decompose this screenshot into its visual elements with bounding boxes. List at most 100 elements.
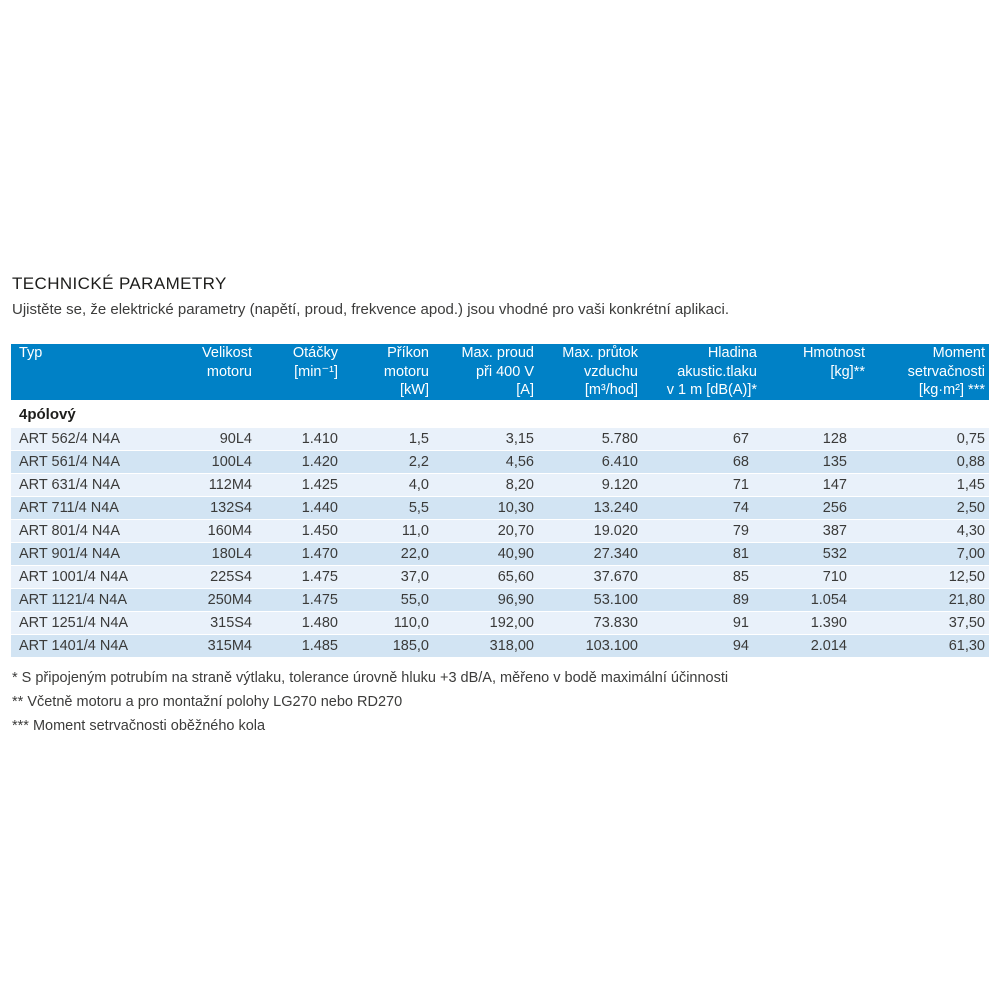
content-area: TECHNICKÉ PARAMETRY Ujistěte se, že elek… (11, 274, 989, 738)
table-cell: 27.340 (538, 541, 642, 565)
column-header-hmotnost: Hmotnost [kg]** (761, 344, 869, 401)
table-cell: 1.475 (256, 564, 342, 588)
table-cell: 10,30 (433, 495, 538, 519)
table-row: ART 1251/4 N4A 315S4 1.480 110,0 192,00 73.83… (11, 610, 989, 634)
table-cell: 2.014 (761, 633, 869, 657)
table-cell: 5,5 (342, 495, 433, 519)
column-header-prikon-motoru: Příkon motoru [kW] (342, 344, 433, 401)
table-cell: 315M4 (171, 633, 256, 657)
table-cell: 19.020 (538, 518, 642, 542)
table-row: ART 1401/4 N4A 315M4 1.485 185,0 318,00 103.1… (11, 633, 989, 657)
table-cell: 2,50 (869, 495, 989, 519)
table-cell: 37,0 (342, 564, 433, 588)
table-cell: 65,60 (433, 564, 538, 588)
column-header-hladina-tlaku: Hladina akustic.tlaku v 1 m [dB(A)]* (642, 344, 761, 401)
table-cell: 37.670 (538, 564, 642, 588)
footnote-3: *** Moment setrvačnosti oběžného kola (12, 717, 266, 734)
column-header-typ: Typ (11, 344, 171, 401)
table-row: ART 631/4 N4A 112M4 1.425 4,0 8,20 9.120 71 147… (11, 472, 989, 496)
table-cell: 85 (642, 564, 761, 588)
column-header-moment-setrvacnosti: Moment setrvačnosti [kg·m²] *** (869, 344, 989, 401)
table-body: ART 562/4 N4A 90L4 1.410 1,5 3,15 5.780 67 128 0… (11, 426, 989, 657)
technical-parameters-table: Typ Velikost motoru Otáčky [min⁻¹] Příko… (11, 344, 989, 657)
table-section: 4pólový (11, 399, 989, 427)
footnote-1: * S připojeným potrubím na straně výtlak… (12, 669, 729, 686)
table-cell: 1.390 (761, 610, 869, 634)
table-cell: 100L4 (171, 449, 256, 473)
table-cell: 250M4 (171, 587, 256, 611)
table-cell: 40,90 (433, 541, 538, 565)
table-header-row: Typ Velikost motoru Otáčky [min⁻¹] Příko… (11, 344, 989, 401)
table-cell: 71 (642, 472, 761, 496)
table-cell: ART 901/4 N4A (11, 541, 171, 565)
table-cell: 1.475 (256, 587, 342, 611)
table-cell: 135 (761, 449, 869, 473)
table-cell: ART 1001/4 N4A (11, 564, 171, 588)
table-cell: 147 (761, 472, 869, 496)
table-cell: 4,56 (433, 449, 538, 473)
table-cell: 3,15 (433, 426, 538, 450)
table-cell: 94 (642, 633, 761, 657)
table-cell: 4,30 (869, 518, 989, 542)
table-cell: 1.054 (761, 587, 869, 611)
table-cell: 74 (642, 495, 761, 519)
table-cell: 9.120 (538, 472, 642, 496)
column-header-otacky: Otáčky [min⁻¹] (256, 344, 342, 401)
table-cell: 132S4 (171, 495, 256, 519)
table-header: Typ Velikost motoru Otáčky [min⁻¹] Příko… (11, 344, 989, 401)
footnote-2: ** Včetně motoru a pro montažní polohy L… (12, 693, 403, 710)
table-cell: ART 561/4 N4A (11, 449, 171, 473)
table-row: ART 711/4 N4A 132S4 1.440 5,5 10,30 13.240 74 2… (11, 495, 989, 519)
column-header-velikost-motoru: Velikost motoru (171, 344, 256, 401)
table-cell: ART 801/4 N4A (11, 518, 171, 542)
table-cell: 1.450 (256, 518, 342, 542)
table-row: ART 562/4 N4A 90L4 1.410 1,5 3,15 5.780 67 128 0… (11, 426, 989, 450)
table-cell: 1,45 (869, 472, 989, 496)
column-header-max-prutok: Max. průtok vzduchu [m³/hod] (538, 344, 642, 401)
table-row: ART 1121/4 N4A 250M4 1.475 55,0 96,90 53.100 8… (11, 587, 989, 611)
table-cell: 8,20 (433, 472, 538, 496)
table-cell: ART 711/4 N4A (11, 495, 171, 519)
column-header-max-proud: Max. proud při 400 V [A] (433, 344, 538, 401)
table-cell: 1.440 (256, 495, 342, 519)
table-cell: 1.470 (256, 541, 342, 565)
table-cell: 160M4 (171, 518, 256, 542)
table-cell: 192,00 (433, 610, 538, 634)
table-cell: 2,2 (342, 449, 433, 473)
table-cell: 225S4 (171, 564, 256, 588)
table-cell: 11,0 (342, 518, 433, 542)
table-cell: 5.780 (538, 426, 642, 450)
table-cell: 67 (642, 426, 761, 450)
table-cell: 1.410 (256, 426, 342, 450)
table-cell: 7,00 (869, 541, 989, 565)
table-cell: 315S4 (171, 610, 256, 634)
table-row: ART 1001/4 N4A 225S4 1.475 37,0 65,60 37.670 8… (11, 564, 989, 588)
table-row: ART 901/4 N4A 180L4 1.470 22,0 40,90 27.340 81… (11, 541, 989, 565)
table-cell: 61,30 (869, 633, 989, 657)
table-cell: 90L4 (171, 426, 256, 450)
footnotes: * S připojeným potrubím na straně výtlak… (12, 666, 989, 738)
table-cell: ART 562/4 N4A (11, 426, 171, 450)
table-cell: 20,70 (433, 518, 538, 542)
table-cell: 1.420 (256, 449, 342, 473)
table-cell: 256 (761, 495, 869, 519)
table-cell: 1.485 (256, 633, 342, 657)
table-cell: 37,50 (869, 610, 989, 634)
table-cell: 13.240 (538, 495, 642, 519)
table-row: ART 801/4 N4A 160M4 1.450 11,0 20,70 19.020 79… (11, 518, 989, 542)
table-cell: 0,75 (869, 426, 989, 450)
table-cell: 1.425 (256, 472, 342, 496)
table-cell: ART 1251/4 N4A (11, 610, 171, 634)
page-subtitle: Ujistěte se, že elektrické parametry (na… (12, 301, 730, 318)
table-cell: 110,0 (342, 610, 433, 634)
table-cell: 68 (642, 449, 761, 473)
table-cell: 4,0 (342, 472, 433, 496)
table-cell: 710 (761, 564, 869, 588)
table-cell: 112M4 (171, 472, 256, 496)
table-cell: 532 (761, 541, 869, 565)
table-cell: 22,0 (342, 541, 433, 565)
table-cell: 21,80 (869, 587, 989, 611)
table-cell: 81 (642, 541, 761, 565)
table-cell: 185,0 (342, 633, 433, 657)
